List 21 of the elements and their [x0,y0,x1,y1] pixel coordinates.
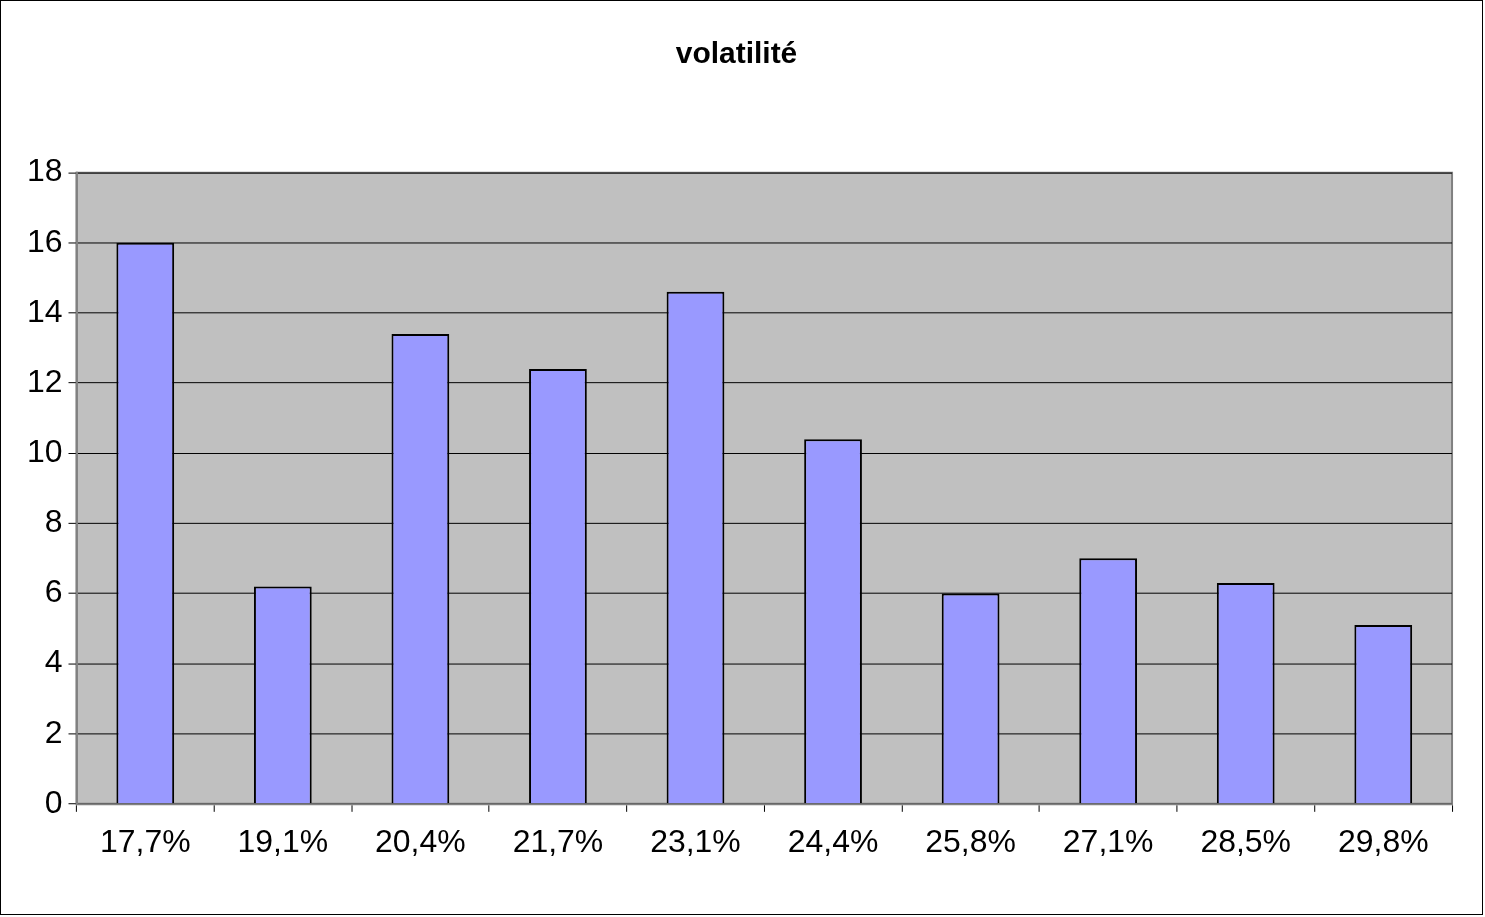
x-tick-label: 28,5% [1200,822,1292,859]
y-tick-label: 16 [26,222,63,259]
y-tick-label: 14 [26,292,63,329]
x-tick-label: 20,4% [375,822,466,859]
x-tick-label: 27,1% [1062,822,1154,859]
y-tick-label: 18 [26,152,63,189]
x-tick-label: 25,8% [925,822,1016,859]
y-tick-label: 10 [26,432,63,469]
y-tick-label: 4 [44,643,63,680]
x-tick-label: 29,8% [1337,822,1429,859]
x-tick-label: 19,1% [237,822,329,859]
x-tick-label: 17,7% [99,822,191,859]
y-tick-label: 12 [26,362,63,399]
y-tick-label: 0 [44,783,63,820]
x-tick-label: 23,1% [650,822,741,859]
x-tick-label: 21,7% [512,822,604,859]
x-tick-label: 24,4% [787,822,879,859]
y-tick-label: 2 [44,713,63,750]
y-tick-label: 8 [44,503,63,540]
chart-title: volatilité [675,36,798,70]
y-tick-label: 6 [44,573,63,610]
